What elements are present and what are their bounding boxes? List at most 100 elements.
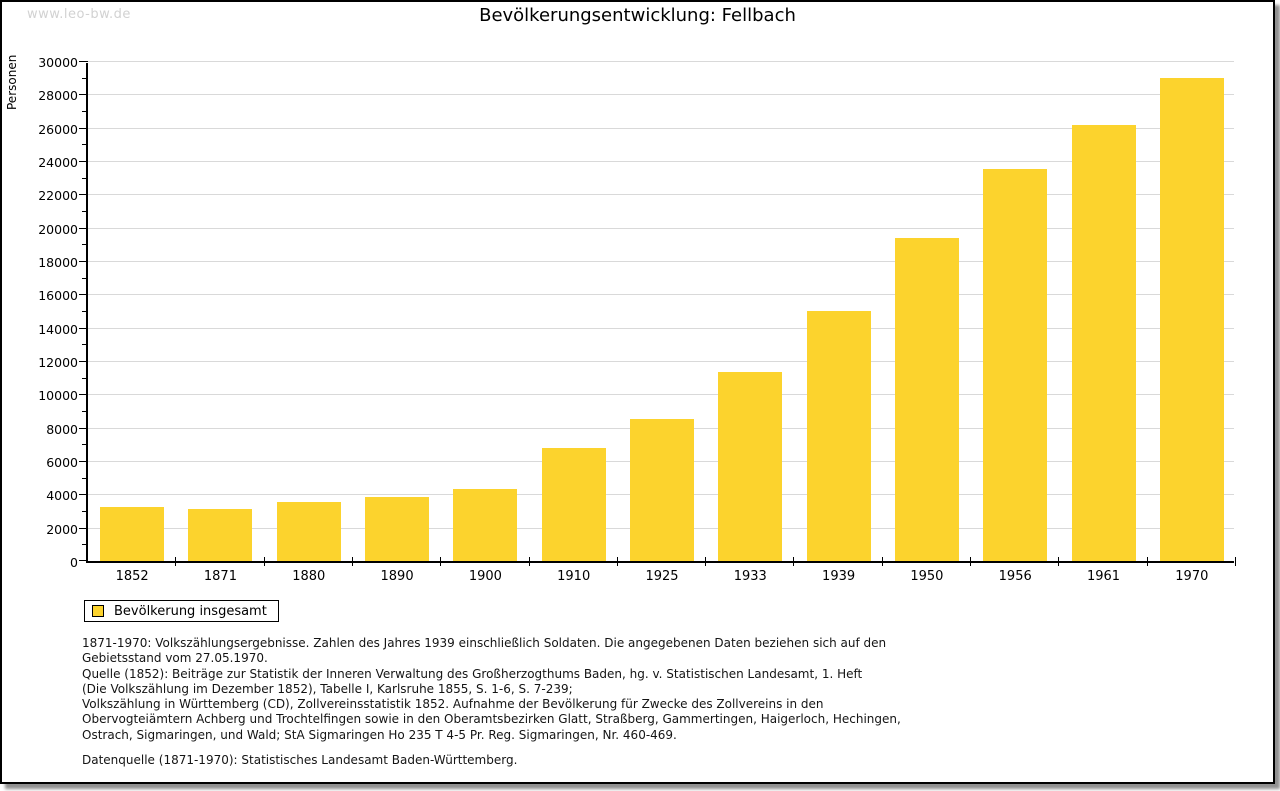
y-tick-label: 10000 (38, 388, 78, 404)
y-major-tick (79, 94, 88, 96)
bar-1890 (365, 496, 430, 561)
x-axis-label: 1925 (645, 569, 679, 584)
y-major-tick (79, 127, 88, 129)
x-boundary-tick (351, 557, 353, 566)
y-minor-tick (82, 544, 88, 546)
x-boundary-tick (175, 557, 177, 566)
x-axis-label: 1950 (910, 569, 944, 584)
y-major-tick (79, 161, 88, 162)
x-axis-label: 1933 (733, 569, 767, 584)
plot-area: 0 2000 4000 6000 8000 10000 12000 14000 16000 180… (38, 56, 1236, 584)
x-axis-label: 1956 (998, 569, 1032, 584)
x-axis-label: 1871 (203, 569, 237, 584)
x-boundary-tick (970, 557, 972, 566)
footnote-line: Gebietsstand vom 27.05.1970. (82, 651, 268, 666)
gridline (88, 327, 1234, 329)
x-boundary-tick (881, 557, 883, 566)
bar-1910 (541, 447, 606, 561)
y-major-tick (79, 294, 88, 296)
x-boundary-tick (1058, 557, 1060, 566)
bar-1970 (1159, 77, 1224, 561)
y-tick-label: 30000 (38, 55, 78, 70)
y-major-tick (79, 461, 88, 462)
gridline (88, 394, 1234, 396)
gridline (88, 294, 1234, 296)
y-major-tick (79, 527, 88, 529)
y-minor-tick (82, 111, 88, 112)
bar-1900 (453, 488, 518, 561)
y-tick-label: 24000 (38, 155, 78, 170)
footnotes: 1871-1970: Volkszählungsergebnisse. Zahl… (82, 636, 1232, 768)
y-minor-tick (82, 377, 88, 379)
y-tick-label: 18000 (38, 255, 78, 270)
y-major-tick (79, 194, 88, 196)
x-boundary-tick (440, 557, 442, 566)
y-minor-tick (82, 444, 88, 446)
y-major-tick (79, 227, 88, 229)
y-minor-tick (82, 144, 88, 146)
gridline (88, 361, 1234, 362)
y-minor-tick (82, 77, 88, 79)
bar-1933 (718, 371, 783, 561)
x-boundary-tick (616, 557, 618, 566)
gridline (88, 194, 1234, 196)
watermark: www.leo-bw.de (27, 7, 131, 22)
y-tick-label: 4000 (46, 488, 78, 504)
y-tick-label: 22000 (38, 188, 78, 204)
y-minor-tick (82, 344, 88, 346)
datasource-line: Datenquelle (1871-1970): Statistisches L… (82, 753, 518, 768)
bar-1880 (276, 501, 341, 561)
x-axis-label: 1852 (115, 569, 149, 584)
x-boundary-tick (793, 557, 795, 566)
y-minor-tick (82, 277, 88, 279)
x-axis-label: 1961 (1086, 569, 1121, 584)
y-major-tick (79, 61, 88, 62)
gridline (88, 227, 1234, 229)
footnote-lines: 1871-1970: Volkszählungsergebnisse. Zahl… (82, 636, 1232, 743)
y-minor-tick (82, 311, 88, 312)
y-minor-tick (82, 411, 88, 412)
y-major-tick (79, 494, 88, 496)
gridline (88, 261, 1234, 262)
bar-1871 (188, 508, 253, 561)
y-tick-label: 2000 (46, 521, 78, 537)
y-minor-tick (82, 511, 88, 512)
y-major-tick (79, 427, 88, 429)
y-tick-label: 6000 (46, 455, 78, 470)
y-minor-tick (82, 177, 88, 179)
x-axis-label: 1890 (380, 569, 414, 584)
bar-1925 (630, 419, 694, 561)
x-boundary-tick (263, 557, 265, 566)
y-major-tick (79, 560, 88, 561)
bar-1950 (894, 237, 959, 561)
bar-1961 (1071, 125, 1136, 561)
footnote-line: Obervogteiämtern Achberg und Trochtelfin… (82, 712, 901, 727)
y-major-tick (79, 361, 88, 362)
gridline (88, 61, 1234, 62)
x-axis-label: 1900 (468, 569, 502, 584)
x-axis-label: 1939 (822, 569, 856, 584)
y-minor-tick (82, 244, 88, 246)
y-tick-label: 20000 (38, 221, 78, 237)
footnote-line: (Die Volkszählung im Dezember 1852), Tab… (82, 681, 573, 696)
x-boundary-tick (705, 557, 707, 566)
legend-label: Bevölkerung insgesamt (114, 603, 267, 619)
footnote-line: Ostrach, Sigmaringen, und Wald; StA Sigm… (82, 727, 677, 742)
footnote-line: Quelle (1852): Beiträge zur Statistik de… (82, 666, 863, 681)
legend: Bevölkerung insgesamt (84, 600, 279, 622)
y-tick-label: 8000 (46, 421, 78, 437)
bar-1939 (806, 311, 871, 561)
y-tick-label: 28000 (38, 88, 78, 104)
gridline (88, 127, 1234, 129)
gridline (88, 161, 1234, 162)
y-axis-title: Personen (5, 54, 19, 110)
y-tick-label: 16000 (38, 288, 78, 304)
y-tick-label: 14000 (38, 321, 78, 337)
legend-swatch (92, 605, 104, 617)
y-major-tick (79, 261, 88, 262)
y-tick-label: 0 (70, 555, 78, 570)
x-boundary-tick (1146, 557, 1148, 566)
y-minor-tick (82, 477, 88, 479)
bar-1852 (100, 506, 165, 561)
